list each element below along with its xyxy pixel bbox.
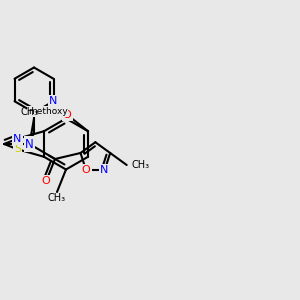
- Text: N: N: [49, 96, 58, 106]
- Text: CH₃: CH₃: [20, 107, 39, 117]
- Text: methoxy: methoxy: [28, 107, 68, 116]
- Text: O: O: [42, 176, 50, 187]
- Text: N: N: [25, 137, 34, 151]
- Text: O: O: [63, 110, 71, 120]
- Text: O: O: [82, 165, 91, 176]
- Text: CH₃: CH₃: [131, 160, 149, 170]
- Text: CH₃: CH₃: [48, 194, 66, 203]
- Text: S: S: [14, 144, 21, 154]
- Text: N: N: [13, 134, 22, 144]
- Text: N: N: [100, 165, 109, 176]
